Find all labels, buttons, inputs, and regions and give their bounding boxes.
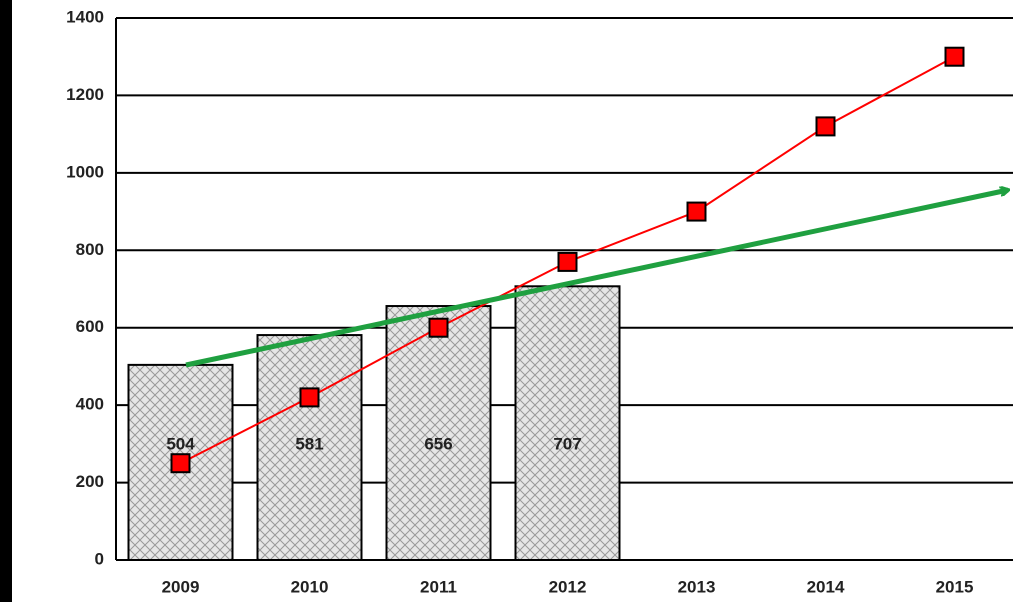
x-tick-label: 2013: [678, 577, 716, 596]
marker: [170, 453, 191, 474]
y-tick-label: 1200: [66, 85, 104, 104]
left-border: [0, 0, 12, 602]
bar: [385, 305, 492, 561]
value-label: 581: [295, 434, 323, 453]
x-tick-label: 2015: [936, 577, 974, 596]
trend-arrow: [185, 190, 1008, 368]
y-tick-label: 600: [76, 317, 104, 336]
marker: [299, 387, 320, 408]
marker: [686, 201, 707, 222]
x-tick-label: 2010: [291, 577, 329, 596]
value-label: 656: [424, 434, 452, 453]
x-tick-label: 2011: [420, 577, 457, 596]
x-tick-label: 2014: [807, 577, 845, 596]
y-tick-label: 200: [76, 472, 104, 491]
marker: [557, 251, 578, 272]
y-tick-label: 1000: [66, 162, 104, 181]
x-tick-label: 2009: [162, 577, 200, 596]
bar: [256, 334, 363, 561]
x-tick-label: 2012: [549, 577, 587, 596]
value-label: 504: [166, 434, 195, 453]
y-tick-label: 400: [76, 395, 104, 414]
y-tick-label: 0: [95, 549, 104, 568]
y-tick-label: 800: [76, 240, 104, 259]
marker: [815, 116, 836, 137]
labels: 0 200 400 600 800 1000 1200 1400 2009 2010 2011 201…: [66, 7, 973, 596]
y-tick-label: 1400: [66, 7, 104, 26]
bar: [514, 285, 621, 561]
marker: [944, 46, 965, 67]
value-label: 707: [553, 434, 581, 453]
lines: [170, 46, 965, 474]
marker: [428, 317, 449, 338]
